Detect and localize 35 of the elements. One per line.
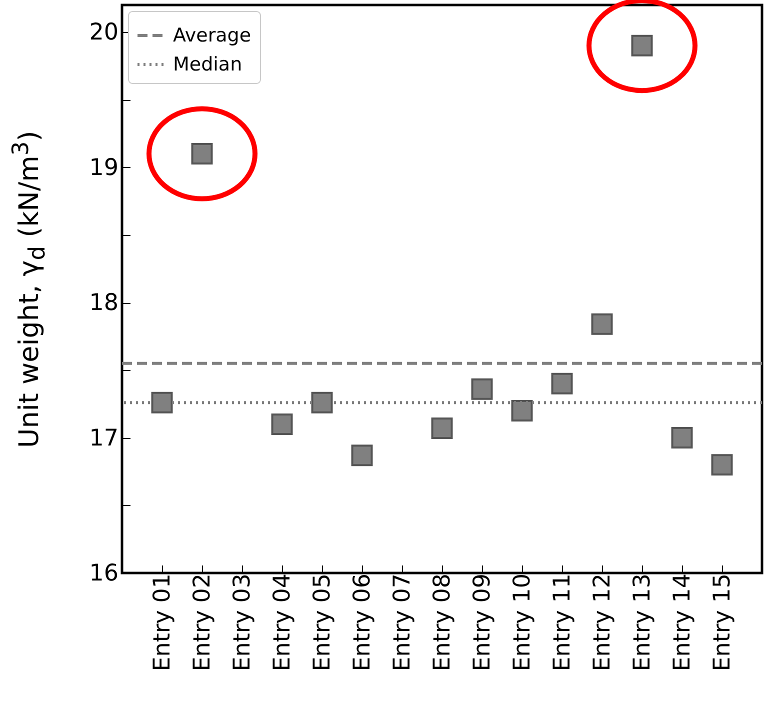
x-tick-label: Entry 04 [270,574,296,672]
x-tick-label: Entry 14 [670,574,696,672]
point [711,454,733,476]
legend-label: Median [173,54,242,76]
x-tick-label: Entry 08 [430,574,456,672]
x-tick-label: Entry 10 [510,574,536,672]
point [191,143,213,165]
x-tick-label: Entry 06 [350,574,376,672]
x-tick-label: Entry 02 [190,574,216,672]
y-tick-label: 19 [89,154,118,181]
x-tick-label: Entry 13 [630,574,656,672]
point [631,34,653,56]
point [471,378,493,400]
point [151,392,173,414]
point [511,400,533,422]
x-tick-label: Entry 05 [310,574,336,672]
legend-label: Average [173,24,252,46]
x-tick-label: Entry 11 [550,574,576,672]
y-tick-label: 17 [89,425,118,452]
point [271,413,293,435]
x-tick-label: Entry 03 [230,574,256,672]
point [591,313,613,335]
x-tick-label: Entry 01 [150,574,176,672]
y-tick-label: 20 [89,20,118,46]
y-tick-label: 16 [89,560,118,586]
x-tick-label: Entry 15 [710,574,736,672]
point [351,444,373,466]
x-tick-label: Entry 09 [470,574,496,672]
y-tick-label: 18 [89,290,118,316]
point [311,392,333,414]
x-tick-label: Entry 12 [590,574,616,672]
point [671,427,693,449]
point [551,372,573,394]
point [431,418,453,440]
x-tick-label: Entry 07 [390,574,416,672]
